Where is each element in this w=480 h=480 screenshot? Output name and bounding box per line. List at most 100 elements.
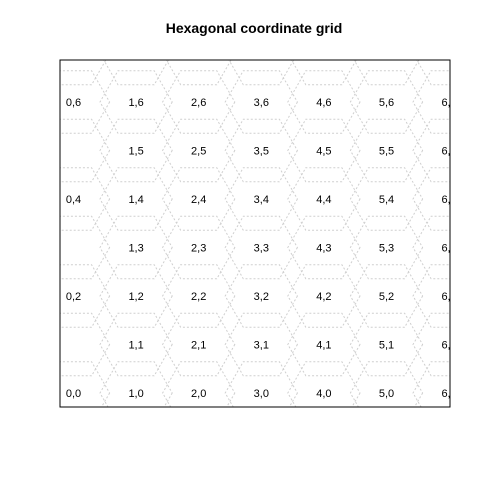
hex-cell	[476, 216, 480, 279]
hex-cell	[0, 265, 47, 328]
cell-label: 0,2	[66, 291, 81, 303]
cell-label: 3,5	[254, 146, 269, 158]
hex-cell	[287, 361, 361, 407]
hex-cell	[224, 264, 298, 328]
hex-cell	[103, 60, 170, 86]
cell-label: 4,5	[316, 146, 331, 158]
hex-cell	[99, 312, 173, 377]
hex-cell	[416, 60, 450, 86]
cell-label: 6,0	[441, 388, 456, 400]
hex-cell	[287, 118, 361, 183]
cell-label: 3,3	[254, 243, 269, 255]
hex-cell	[476, 119, 480, 182]
cell-label: 1,3	[128, 243, 143, 255]
hex-cell	[224, 361, 298, 407]
cell-label: 6,2	[441, 291, 456, 303]
cell-label: 5,3	[379, 243, 394, 255]
cell-label: 1,0	[128, 388, 143, 400]
hex-cell	[349, 215, 424, 280]
hex-cell	[224, 118, 298, 183]
cell-label: 6,4	[441, 194, 456, 206]
cell-label: 6,6	[441, 97, 456, 109]
hex-cell	[476, 168, 480, 231]
hex-cell	[60, 70, 111, 134]
hex-cell	[60, 215, 111, 280]
cell-label: 5,1	[379, 340, 394, 352]
hex-cell	[476, 265, 480, 328]
hex-cell	[287, 312, 361, 377]
hex-cell	[99, 70, 173, 134]
hex-cell	[287, 70, 361, 134]
cell-label: 1,2	[128, 291, 143, 303]
hex-cell	[290, 60, 357, 86]
hex-cell	[0, 22, 47, 85]
hex-cell	[412, 118, 450, 183]
hex-cell	[162, 264, 236, 328]
hex-cell	[163, 410, 235, 473]
hex-cell	[476, 410, 480, 473]
hex-cell	[476, 22, 480, 85]
hex-cell	[0, 71, 47, 134]
cell-label: 4,1	[316, 340, 331, 352]
hex-cell	[0, 313, 47, 376]
hex-cell	[349, 312, 424, 377]
cell-label: 1,5	[128, 146, 143, 158]
cell-label: 2,0	[191, 388, 206, 400]
hex-cell	[224, 215, 298, 280]
hex-cell	[60, 264, 111, 328]
cell-label: 6,3	[441, 243, 456, 255]
cell-label: 4,4	[316, 194, 331, 206]
cell-label: 4,2	[316, 291, 331, 303]
plot-frame	[59, 59, 451, 408]
cell-label-layer: 0,0 1,0 2,0 3,0 4,0 5,0 6,0 1,1 2,1 3,1 4,1 5,1 6,1 0…	[66, 97, 456, 400]
hex-cell	[162, 70, 236, 134]
hex-cell	[224, 70, 298, 134]
cell-label: 1,1	[128, 340, 143, 352]
hex-cell	[162, 118, 236, 183]
hex-cell	[412, 312, 450, 377]
hex-cell	[162, 361, 236, 407]
hex-cell	[0, 216, 47, 279]
hex-cell-layer	[0, 22, 480, 473]
hex-cell	[225, 410, 297, 473]
hex-cell	[476, 313, 480, 376]
hex-cell	[99, 264, 173, 328]
hex-cell	[60, 167, 111, 231]
hex-cell	[162, 167, 236, 231]
cell-label: 2,1	[191, 340, 206, 352]
hex-cell	[287, 264, 361, 328]
cell-label: 0,0	[66, 388, 81, 400]
cell-label: 5,2	[379, 291, 394, 303]
hex-cell	[288, 410, 360, 473]
cell-label: 6,1	[441, 340, 456, 352]
hex-cell	[162, 312, 236, 377]
hex-cell	[412, 70, 450, 134]
hex-cell	[60, 312, 111, 377]
cell-label: 4,6	[316, 97, 331, 109]
hex-cell	[224, 312, 298, 377]
cell-label: 3,1	[254, 340, 269, 352]
hex-cell	[100, 410, 172, 473]
hex-cell	[287, 215, 361, 280]
cell-label: 0,4	[66, 194, 81, 206]
cell-label: 3,2	[254, 291, 269, 303]
hex-cell	[60, 60, 107, 86]
hex-cell	[0, 168, 47, 231]
hex-cell	[287, 167, 361, 231]
hex-cell	[413, 410, 480, 473]
cell-label: 0,6	[66, 97, 81, 109]
hex-cell	[476, 71, 480, 134]
hex-cell	[0, 119, 47, 182]
cell-label: 5,4	[379, 194, 394, 206]
hex-cell	[99, 118, 173, 183]
cell-label: 2,5	[191, 146, 206, 158]
cell-label: 2,3	[191, 243, 206, 255]
cell-label: 4,3	[316, 243, 331, 255]
cell-label: 5,0	[379, 388, 394, 400]
hex-cell	[224, 167, 298, 231]
cell-label: 1,4	[128, 194, 143, 206]
hex-cell	[412, 215, 450, 280]
hex-cell	[60, 361, 111, 407]
hex-cell	[228, 60, 295, 86]
